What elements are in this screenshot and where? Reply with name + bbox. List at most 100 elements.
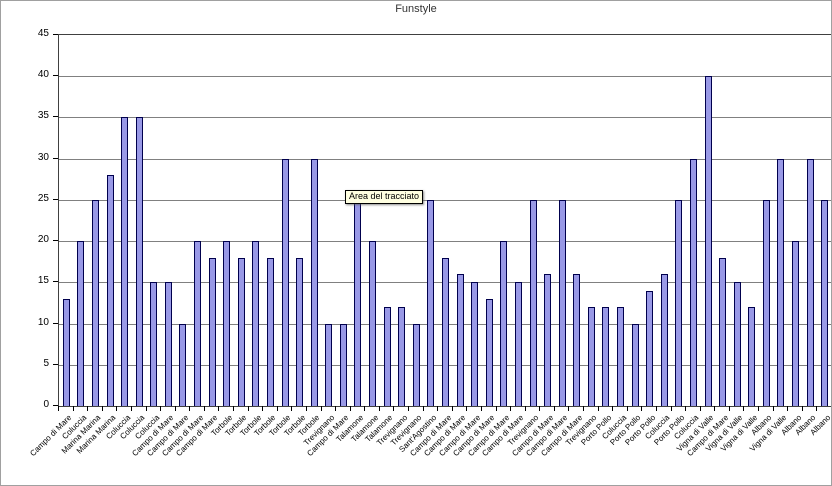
- bar-50[interactable]: [777, 158, 785, 406]
- y-axis-label-40: 40: [37, 69, 49, 81]
- bar-10[interactable]: [194, 241, 202, 406]
- bar-48[interactable]: [748, 307, 756, 406]
- x-axis-tick: [305, 406, 307, 411]
- x-axis-tick: [480, 406, 482, 411]
- bar-27[interactable]: [442, 257, 449, 406]
- x-axis-tick: [539, 406, 541, 411]
- bar-23[interactable]: [383, 307, 391, 406]
- bar-40[interactable]: [631, 323, 639, 406]
- x-axis-tick: [58, 406, 59, 411]
- bar-30[interactable]: [485, 298, 493, 406]
- bar-37[interactable]: [587, 307, 595, 406]
- x-axis-tick: [218, 406, 220, 411]
- bar-44[interactable]: [689, 158, 697, 406]
- bar-6[interactable]: [135, 117, 143, 406]
- y-axis-label-45: 45: [37, 28, 49, 39]
- bar-51[interactable]: [792, 241, 800, 406]
- bar-41[interactable]: [646, 290, 654, 406]
- bar-35[interactable]: [558, 199, 566, 406]
- x-axis-tick: [160, 406, 162, 411]
- bar-38[interactable]: [602, 307, 610, 406]
- bar-12[interactable]: [223, 241, 231, 406]
- x-axis-tick: [801, 406, 803, 411]
- bar-52[interactable]: [806, 158, 814, 406]
- bar-47[interactable]: [733, 282, 741, 406]
- bar-45[interactable]: [704, 76, 712, 406]
- y-axis-tick: [53, 322, 58, 324]
- x-axis-tick: [568, 406, 570, 411]
- bar-33[interactable]: [529, 199, 537, 406]
- x-axis-tick: [276, 406, 278, 411]
- x-axis-tick: [685, 406, 687, 411]
- gridline-40: [59, 76, 831, 78]
- x-axis-tick: [87, 406, 89, 411]
- x-axis-tick: [524, 406, 526, 411]
- bar-8[interactable]: [164, 282, 172, 406]
- gridline-25: [59, 199, 831, 201]
- x-axis-tick: [130, 406, 132, 411]
- x-axis-tick: [174, 406, 176, 411]
- bar-18[interactable]: [310, 158, 318, 406]
- y-axis-label-25: 25: [37, 192, 49, 204]
- bar-29[interactable]: [471, 282, 479, 406]
- x-axis-tick: [495, 406, 497, 411]
- gridline-35: [59, 117, 831, 119]
- y-axis-tick: [53, 363, 58, 365]
- x-axis-tick: [758, 406, 760, 411]
- x-axis-tick: [743, 406, 745, 411]
- y-axis-tick: [53, 198, 58, 200]
- gridline-30: [59, 158, 831, 160]
- bar-31[interactable]: [500, 241, 508, 406]
- bar-22[interactable]: [369, 241, 377, 406]
- x-axis-tick: [349, 406, 351, 411]
- gridline-20: [59, 241, 831, 243]
- x-axis-tick: [437, 406, 439, 411]
- bar-34[interactable]: [544, 274, 552, 406]
- bar-25[interactable]: [412, 323, 420, 406]
- bar-14[interactable]: [252, 241, 260, 406]
- bar-9[interactable]: [179, 323, 187, 406]
- y-axis-tick: [53, 116, 58, 118]
- x-axis-tick: [378, 406, 380, 411]
- bar-16[interactable]: [281, 158, 289, 406]
- bar-39[interactable]: [617, 307, 625, 406]
- bar-19[interactable]: [325, 323, 333, 406]
- bar-21[interactable]: [354, 199, 362, 406]
- x-axis-tick: [72, 406, 74, 411]
- bar-24[interactable]: [398, 307, 406, 406]
- x-axis-tick: [670, 406, 672, 411]
- bar-5[interactable]: [121, 117, 129, 406]
- x-axis-tick: [101, 406, 103, 411]
- x-axis-tick: [233, 406, 235, 411]
- bar-15[interactable]: [266, 257, 274, 406]
- x-axis-tick: [641, 406, 643, 411]
- x-axis-tick: [714, 406, 716, 411]
- bar-11[interactable]: [208, 257, 216, 406]
- y-axis-tick: [53, 75, 58, 77]
- bar-20[interactable]: [339, 323, 347, 406]
- bar-2[interactable]: [77, 241, 85, 406]
- bar-4[interactable]: [106, 175, 114, 406]
- bar-1[interactable]: [62, 298, 70, 406]
- x-axis-tick: [189, 406, 191, 411]
- y-axis-tick: [53, 405, 58, 406]
- x-axis-tick: [408, 406, 410, 411]
- bar-43[interactable]: [675, 199, 683, 406]
- bar-7[interactable]: [150, 282, 158, 406]
- bar-13[interactable]: [237, 257, 245, 406]
- y-axis-label-35: 35: [37, 110, 49, 122]
- bar-49[interactable]: [762, 199, 770, 406]
- bar-28[interactable]: [456, 274, 464, 406]
- x-axis-tick: [728, 406, 730, 411]
- bar-36[interactable]: [573, 274, 581, 406]
- bar-32[interactable]: [514, 282, 522, 406]
- plot-area[interactable]: [58, 34, 831, 407]
- bar-42[interactable]: [660, 274, 668, 406]
- bar-17[interactable]: [296, 257, 304, 406]
- x-axis-tick: [597, 406, 599, 411]
- bar-53[interactable]: [821, 199, 829, 406]
- chart-title: Funstyle: [395, 3, 437, 15]
- bar-26[interactable]: [427, 199, 435, 406]
- bar-46[interactable]: [719, 257, 727, 406]
- bar-3[interactable]: [91, 199, 99, 406]
